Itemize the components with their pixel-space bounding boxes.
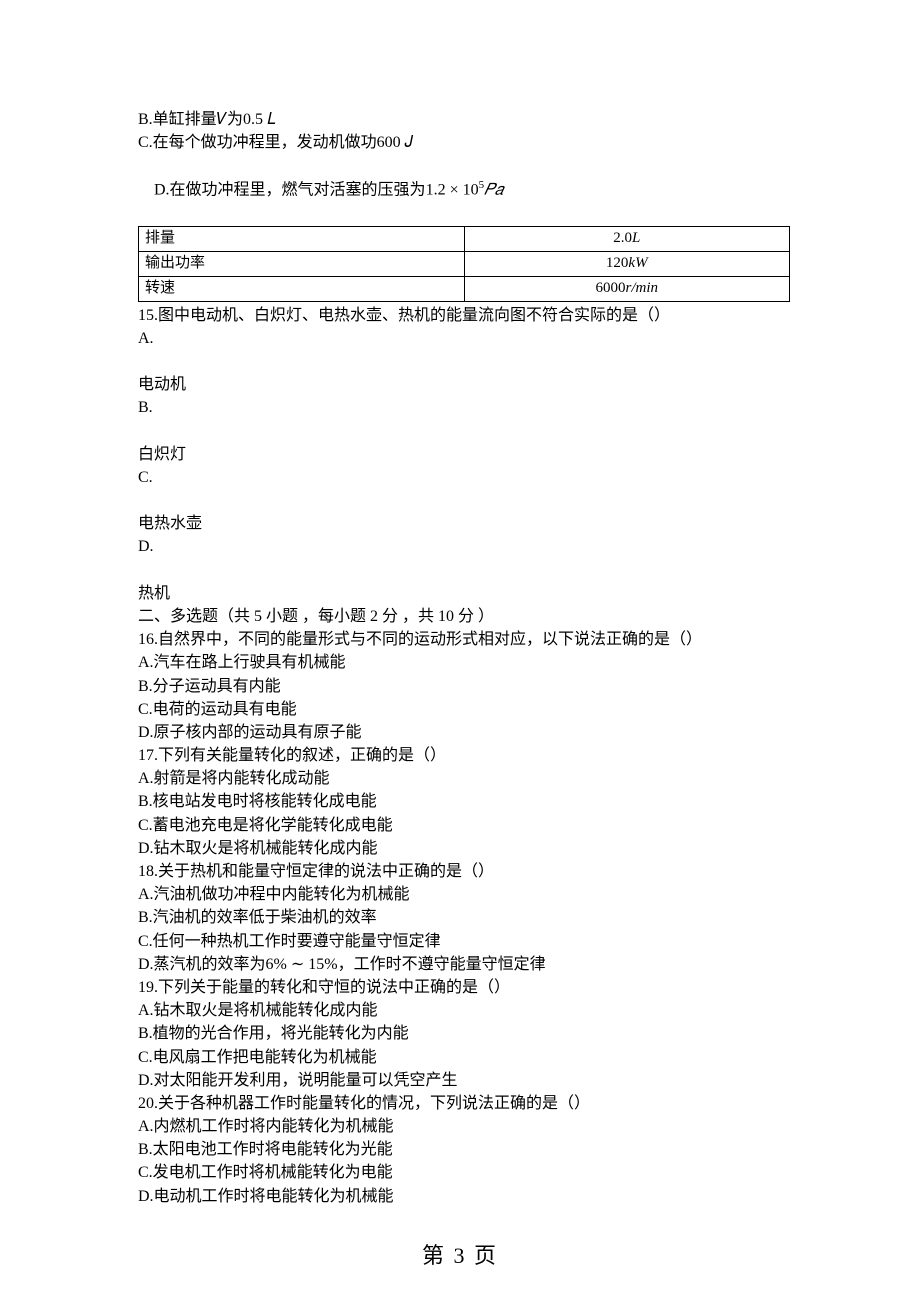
q15-d: D. xyxy=(138,535,790,558)
table-cell-value: 6000r/min xyxy=(464,276,790,301)
q15-a: A. xyxy=(138,327,790,350)
q17-c: C.蓄电池充电是将化学能转化成电能 xyxy=(138,814,790,837)
q17-a: A.射箭是将内能转化成动能 xyxy=(138,767,790,790)
table-cell-label: 转速 xyxy=(139,276,465,301)
q16-c: C.电荷的运动具有电能 xyxy=(138,698,790,721)
opt-c: C.在每个做功冲程里，发动机做功600 𝐽 xyxy=(138,131,790,154)
q15-b: B. xyxy=(138,396,790,419)
q15-c-cap: 电热水壶 xyxy=(138,512,790,535)
opt-b: B.单缸排量𝑉为0.5 𝐿 xyxy=(138,108,790,131)
table-row: 转速 6000r/min xyxy=(139,276,790,301)
q19-stem: 19.下列关于能量的转化和守恒的说法中正确的是（） xyxy=(138,976,790,999)
table-cell-value: 2.0L xyxy=(464,227,790,252)
q20-stem: 20.关于各种机器工作时能量转化的情况，下列说法正确的是（） xyxy=(138,1092,790,1115)
q15-stem: 15.图中电动机、白炽灯、电热水壶、热机的能量流向图不符合实际的是（） xyxy=(138,304,790,327)
table-row: 输出功率 120kW xyxy=(139,252,790,277)
q18-d: D.蒸汽机的效率为6% ∼ 15%，工作时不遵守能量守恒定律 xyxy=(138,953,790,976)
q20-c: C.发电机工作时将机械能转化为电能 xyxy=(138,1161,790,1184)
table-row: 排量 2.0L xyxy=(139,227,790,252)
q19-a: A.钻木取火是将机械能转化成内能 xyxy=(138,999,790,1022)
table-cell-label: 排量 xyxy=(139,227,465,252)
q19-d: D.对太阳能开发利用，说明能量可以凭空产生 xyxy=(138,1069,790,1092)
page-number: 第 3 页 xyxy=(0,1240,920,1272)
q18-b: B.汽油机的效率低于柴油机的效率 xyxy=(138,906,790,929)
q16-d: D.原子核内部的运动具有原子能 xyxy=(138,721,790,744)
q19-b: B.植物的光合作用，将光能转化为内能 xyxy=(138,1022,790,1045)
q20-d: D.电动机工作时将电能转化为机械能 xyxy=(138,1185,790,1208)
q20-a: A.内燃机工作时将内能转化为机械能 xyxy=(138,1115,790,1138)
q16-b: B.分子运动具有内能 xyxy=(138,675,790,698)
opt-d-unit: 𝑃𝑎 xyxy=(484,181,503,198)
q15-c: C. xyxy=(138,466,790,489)
section-2-heading: 二、多选题（共 5 小题 ，每小题 2 分 ，共 10 分 ） xyxy=(138,605,790,628)
q15-a-cap: 电动机 xyxy=(138,373,790,396)
q20-b: B.太阳电池工作时将电能转化为光能 xyxy=(138,1138,790,1161)
q17-stem: 17.下列有关能量转化的叙述，正确的是（） xyxy=(138,744,790,767)
opt-d: D.在做功冲程里，燃气对活塞的压强为1.2 × 105𝑃𝑎 xyxy=(138,154,790,224)
q16-a: A.汽车在路上行驶具有机械能 xyxy=(138,651,790,674)
q15-b-cap: 白炽灯 xyxy=(138,443,790,466)
q18-c: C.任何一种热机工作时要遵守能量守恒定律 xyxy=(138,930,790,953)
table-cell-label: 输出功率 xyxy=(139,252,465,277)
opt-d-val: 1.2 × 10 xyxy=(426,181,479,198)
q15-d-cap: 热机 xyxy=(138,582,790,605)
q19-c: C.电风扇工作把电能转化为机械能 xyxy=(138,1046,790,1069)
table-cell-value: 120kW xyxy=(464,252,790,277)
q17-b: B.核电站发电时将核能转化成电能 xyxy=(138,790,790,813)
opt-d-pre: D.在做功冲程里，燃气对活塞的压强为 xyxy=(154,181,426,198)
q18-stem: 18.关于热机和能量守恒定律的说法中正确的是（） xyxy=(138,860,790,883)
q18-a: A.汽油机做功冲程中内能转化为机械能 xyxy=(138,883,790,906)
q17-d: D.钻木取火是将机械能转化成内能 xyxy=(138,837,790,860)
q14-data-table: 排量 2.0L 输出功率 120kW 转速 6000r/min xyxy=(138,226,790,301)
q16-stem: 16.自然界中，不同的能量形式与不同的运动形式相对应，以下说法正确的是（） xyxy=(138,628,790,651)
